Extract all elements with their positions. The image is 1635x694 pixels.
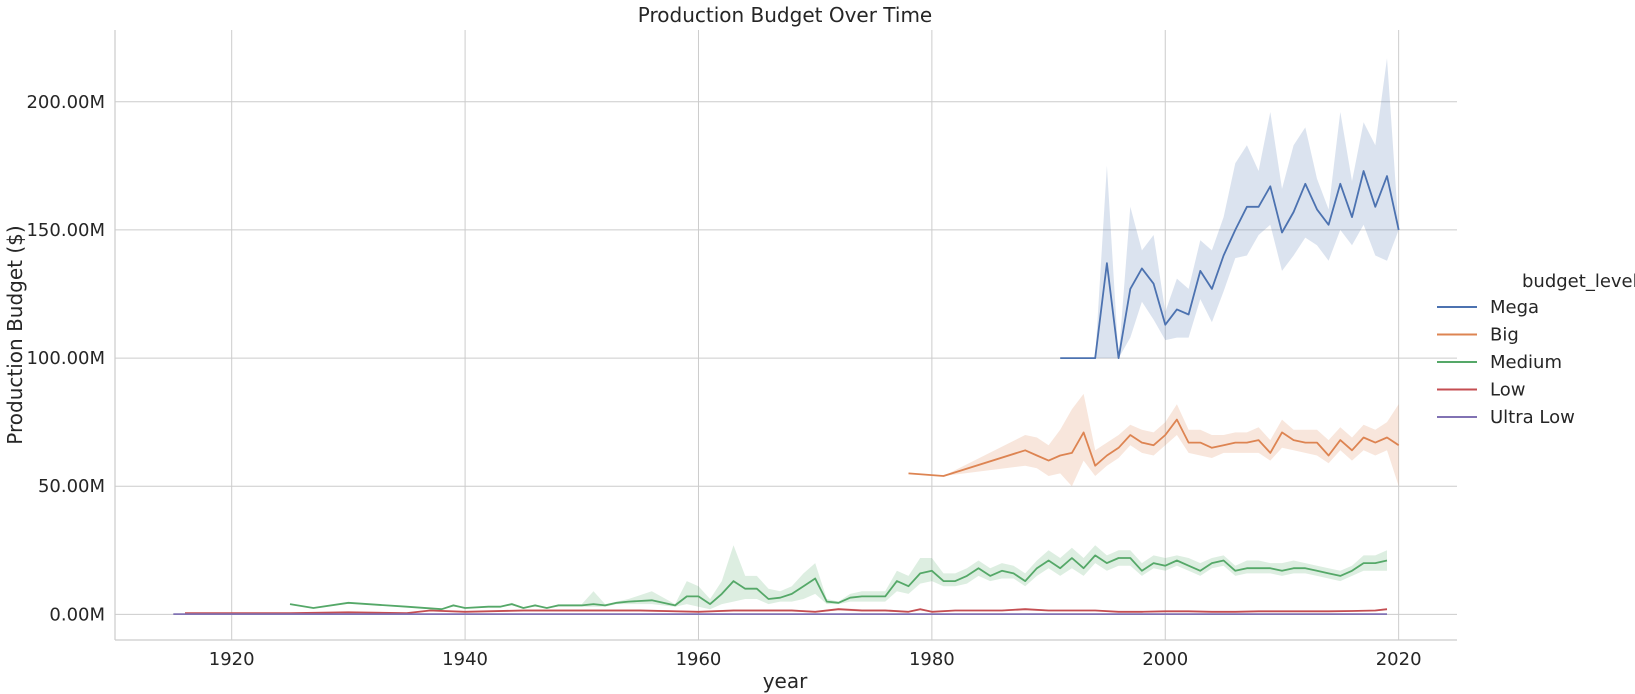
series-lines [173,170,1400,615]
x-tick-label: 1940 [442,649,488,670]
legend-title: budget_level [1522,271,1635,292]
legend-entry-big: Big [1490,325,1519,346]
y-tick-label: 200.00M [26,92,105,113]
x-tick-label: 1920 [209,649,255,670]
legend: budget_level Mega Big Medium Low Ultra Low [1437,271,1635,428]
x-tick-label: 1980 [909,649,955,670]
confidence-bands [185,58,1399,614]
series-line-mega [1060,170,1400,360]
y-tick-label: 0.00M [49,604,105,625]
band-mega [1060,58,1399,359]
chart-title: Production Budget Over Time [638,3,932,27]
series-line-big [908,418,1400,477]
grid-lines [115,30,1457,640]
x-tick-label: 2020 [1376,649,1422,670]
series-line-medium [289,554,1388,611]
y-tick-label: 150.00M [26,220,105,241]
legend-entry-medium: Medium [1490,352,1562,373]
axes [114,30,1457,641]
band-medium [290,545,1387,610]
legend-entry-ultra-low: Ultra Low [1490,407,1575,428]
x-tick-label: 1960 [676,649,722,670]
x-tick-label: 2000 [1142,649,1188,670]
y-tick-label: 100.00M [26,348,105,369]
band-big [908,393,1399,487]
y-tick-label: 50.00M [38,476,105,497]
y-tick-labels: 0.00M 50.00M 100.00M 150.00M 200.00M [26,92,105,626]
legend-entry-mega: Mega [1490,297,1539,318]
series-line-low [185,608,1388,614]
x-axis-label: year [763,669,808,693]
x-tick-labels: 1920 1940 1960 1980 2000 2020 [209,649,1422,670]
y-axis-label: Production Budget ($) [3,225,27,444]
legend-entry-low: Low [1490,380,1525,401]
